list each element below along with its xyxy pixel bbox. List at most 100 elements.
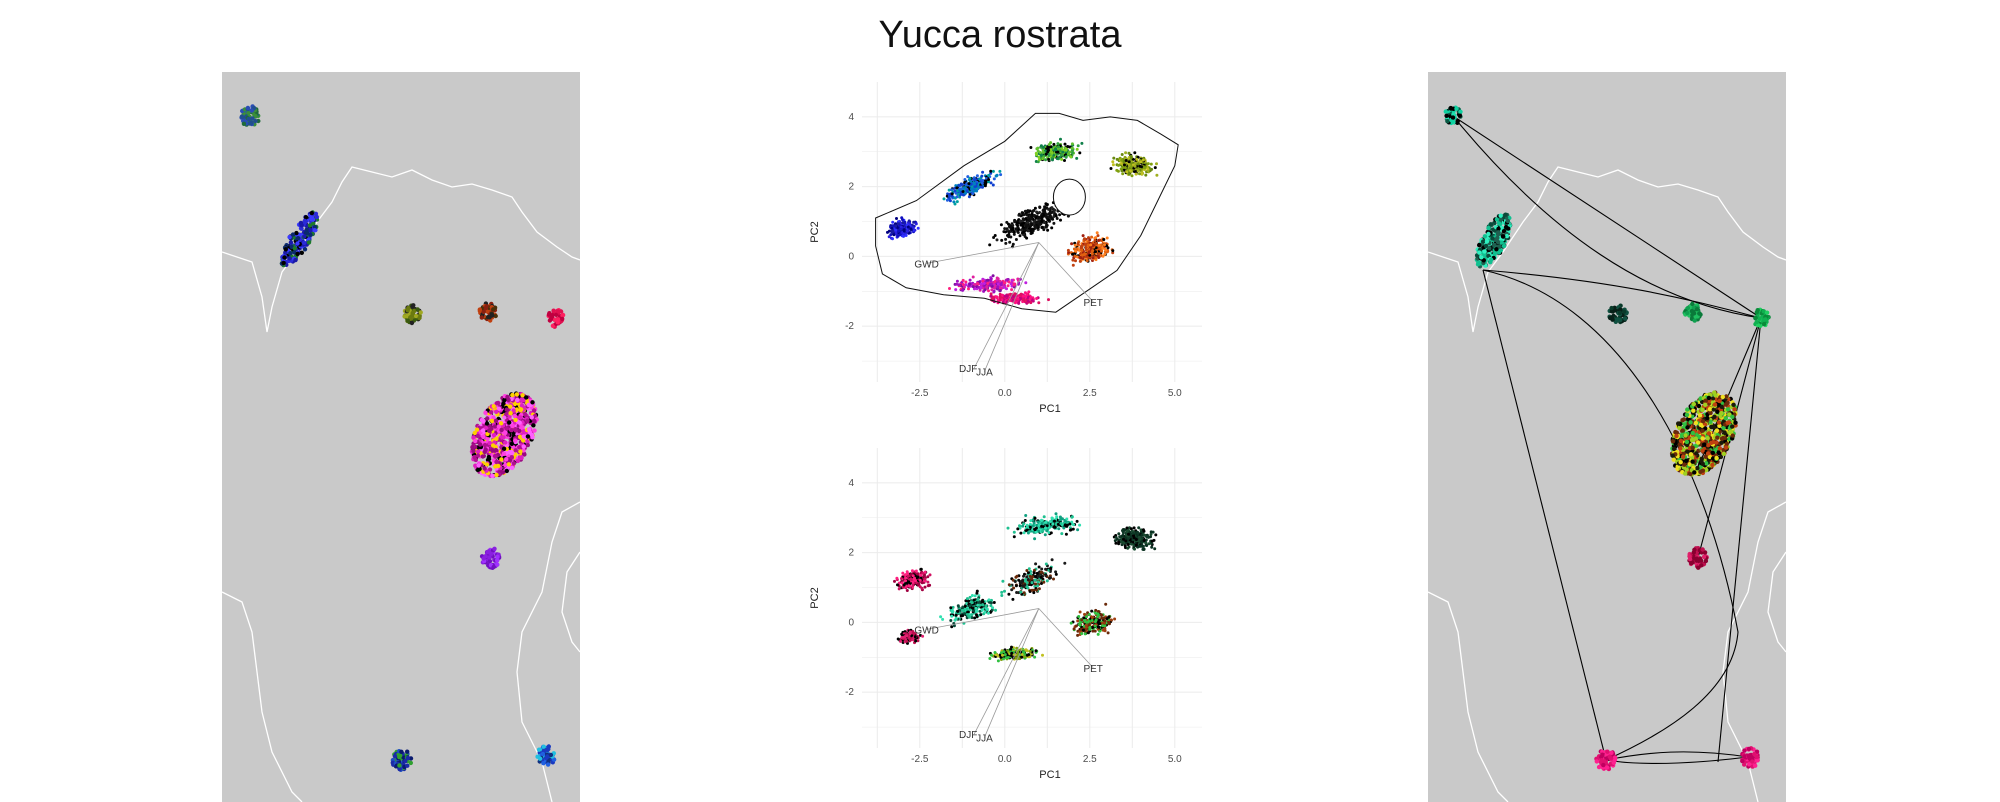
border-west — [222, 592, 302, 802]
occurrence-point — [519, 407, 523, 411]
occurrence-point — [494, 419, 498, 423]
pca-point — [1033, 521, 1036, 524]
pca-point — [900, 577, 903, 580]
pca-point — [1107, 246, 1110, 249]
pca-point — [1061, 151, 1064, 154]
pca-point — [1022, 295, 1025, 298]
occurrence-point — [483, 447, 487, 451]
pca-point — [1085, 624, 1088, 627]
occurrence-point — [480, 418, 484, 422]
pca-point — [888, 235, 891, 238]
pca-point — [1069, 155, 1072, 158]
pca-point — [1091, 252, 1094, 255]
occurrence-point — [513, 438, 517, 442]
occurrence-point — [296, 236, 300, 240]
pca-point — [979, 604, 982, 607]
occurrence-point — [480, 315, 484, 319]
pca-point — [1140, 534, 1143, 537]
pca-point — [1043, 205, 1046, 208]
country-borders — [222, 167, 580, 802]
pca-point — [1139, 545, 1142, 548]
pca-point — [907, 580, 910, 583]
y-tick-label: 0 — [848, 251, 854, 262]
pca-point — [949, 606, 952, 609]
pca-point — [1104, 620, 1107, 623]
border-east-2 — [562, 552, 580, 652]
pca-point — [1126, 547, 1129, 550]
pca-point — [1112, 163, 1115, 166]
pca-point — [1044, 533, 1047, 536]
occurrence-point — [473, 439, 477, 443]
pca-point — [1110, 619, 1113, 622]
border-north — [222, 167, 580, 332]
pca-point — [1083, 613, 1086, 616]
pca-point — [976, 174, 979, 177]
occurrence-point — [295, 241, 299, 245]
occurrence-point — [556, 320, 560, 324]
pca-point — [909, 578, 912, 581]
pca-point — [1059, 219, 1062, 222]
occurrence-point — [546, 762, 550, 766]
pca-point — [973, 617, 976, 620]
pca-point — [893, 580, 896, 583]
occurrence-point — [532, 408, 536, 412]
pca-point — [951, 192, 954, 195]
pca-point — [1090, 610, 1093, 613]
left-map-canvas — [222, 72, 580, 802]
pca-point — [1000, 223, 1003, 226]
pca-point — [1117, 532, 1120, 535]
pca-point — [1042, 151, 1045, 154]
pca-point — [969, 177, 972, 180]
pca-point — [980, 175, 983, 178]
pca-point — [907, 575, 910, 578]
occurrence-point — [491, 307, 495, 311]
pca-point — [1088, 238, 1091, 241]
pca-point — [1047, 158, 1050, 161]
pca-point — [894, 224, 897, 227]
pca-point — [1044, 527, 1047, 530]
pca-point — [907, 584, 910, 587]
occurrence-point — [409, 761, 413, 765]
pca-point — [1098, 619, 1101, 622]
pca-point — [961, 289, 964, 292]
pca-point — [963, 286, 966, 289]
pca-point — [1019, 532, 1022, 535]
pca-point — [1027, 225, 1030, 228]
pca-point — [1027, 300, 1030, 303]
pca-point — [1029, 519, 1032, 522]
pca-point — [1103, 253, 1106, 256]
pca-point — [920, 587, 923, 590]
pca-point — [1029, 523, 1032, 526]
pca-point — [1041, 530, 1044, 533]
pca-point — [1081, 254, 1084, 257]
pca-point — [915, 570, 918, 573]
pca-point — [891, 227, 894, 230]
occurrence-point — [517, 445, 521, 449]
pca-point — [1100, 614, 1103, 617]
pca-point — [1098, 622, 1101, 625]
occurrence-point — [503, 431, 507, 435]
pca-point — [1034, 517, 1037, 520]
pca-point — [1033, 215, 1036, 218]
variable-label-pet: PET — [1083, 298, 1102, 309]
variable-label-jja: JJA — [976, 368, 993, 379]
pca-point — [992, 236, 995, 239]
pca-point — [1030, 223, 1033, 226]
pca-point — [1008, 583, 1011, 586]
pca-point — [1001, 654, 1004, 657]
pca-point — [966, 189, 969, 192]
pca-point — [1005, 221, 1008, 224]
pca-point — [1144, 174, 1147, 177]
pca-point — [1016, 278, 1019, 281]
pca-point — [1059, 522, 1062, 525]
pca-point — [906, 230, 909, 233]
occurrence-point — [417, 316, 421, 320]
pca-point — [966, 597, 969, 600]
occurrence-point — [556, 309, 560, 313]
pca-point — [1002, 650, 1005, 653]
occurrence-point — [494, 410, 498, 414]
pca-point — [971, 607, 974, 610]
pca-point — [992, 274, 995, 277]
